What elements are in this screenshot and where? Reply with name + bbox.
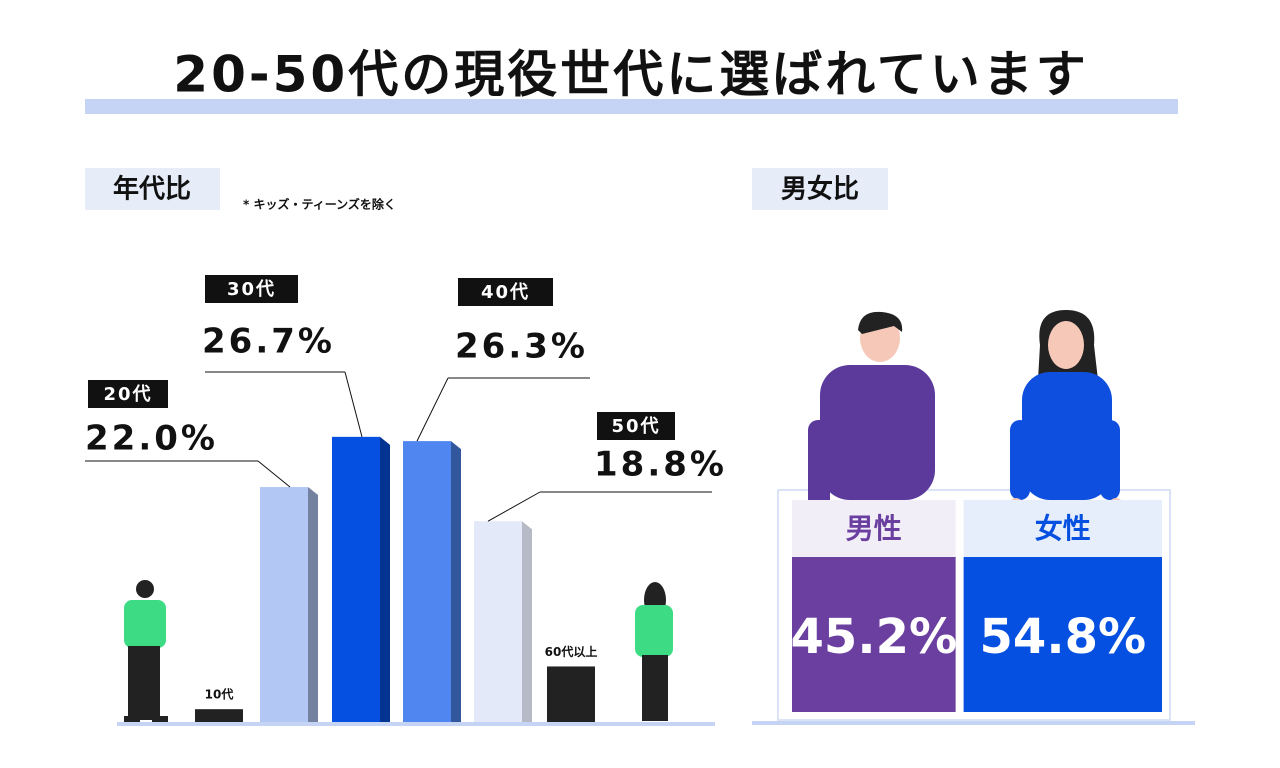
baseline	[752, 721, 1195, 725]
person-illustration	[635, 582, 673, 721]
header-tile	[792, 500, 956, 557]
value-label: 22.0%	[85, 419, 218, 459]
category-label: 10代	[205, 687, 234, 702]
title-underline	[85, 99, 1178, 114]
bar	[332, 436, 380, 722]
value-label: 45.2%	[791, 609, 958, 665]
bar	[195, 709, 243, 722]
section-label: 年代比	[113, 174, 191, 205]
value-label: 26.7%	[202, 322, 335, 362]
category-box	[88, 380, 168, 408]
bar-side	[308, 487, 318, 722]
panel-frame	[777, 489, 1171, 721]
leader-line	[344, 371, 363, 437]
category-label: 60代以上	[545, 644, 598, 659]
section-label: 男女比	[781, 174, 859, 205]
value-label: 54.8%	[980, 609, 1147, 665]
category-label: 20代	[103, 384, 152, 405]
bar-side	[451, 441, 461, 722]
category-box	[205, 275, 298, 303]
category-box	[597, 412, 675, 440]
note: * キッズ・ティーンズを除く	[243, 197, 396, 212]
category-box	[458, 278, 553, 306]
woman-illustration	[1008, 310, 1124, 518]
bar	[260, 487, 308, 722]
category-label: 30代	[227, 279, 276, 300]
bar	[474, 521, 522, 722]
category-label: 女性	[1035, 512, 1091, 545]
leader-line	[257, 460, 291, 488]
bar	[403, 441, 451, 722]
section-label-bg	[85, 168, 220, 210]
main-title: 20-50代の現役世代に選ばれています	[173, 46, 1088, 104]
baseline	[117, 722, 715, 726]
leader-line	[416, 377, 449, 442]
person-illustration	[124, 580, 168, 722]
category-label: 50代	[611, 416, 660, 437]
category-label: 男性	[846, 512, 902, 545]
value-label: 26.3%	[455, 327, 588, 367]
header-tile	[963, 500, 1162, 557]
value-label: 18.8%	[594, 445, 727, 485]
leader-line	[487, 491, 541, 522]
section-label-bg	[752, 168, 888, 210]
value-tile	[792, 557, 956, 712]
bar	[547, 666, 595, 722]
man-illustration	[805, 311, 935, 520]
category-label: 40代	[481, 282, 530, 303]
value-tile	[963, 557, 1162, 712]
bar-side	[522, 521, 532, 722]
bar-side	[380, 436, 390, 722]
